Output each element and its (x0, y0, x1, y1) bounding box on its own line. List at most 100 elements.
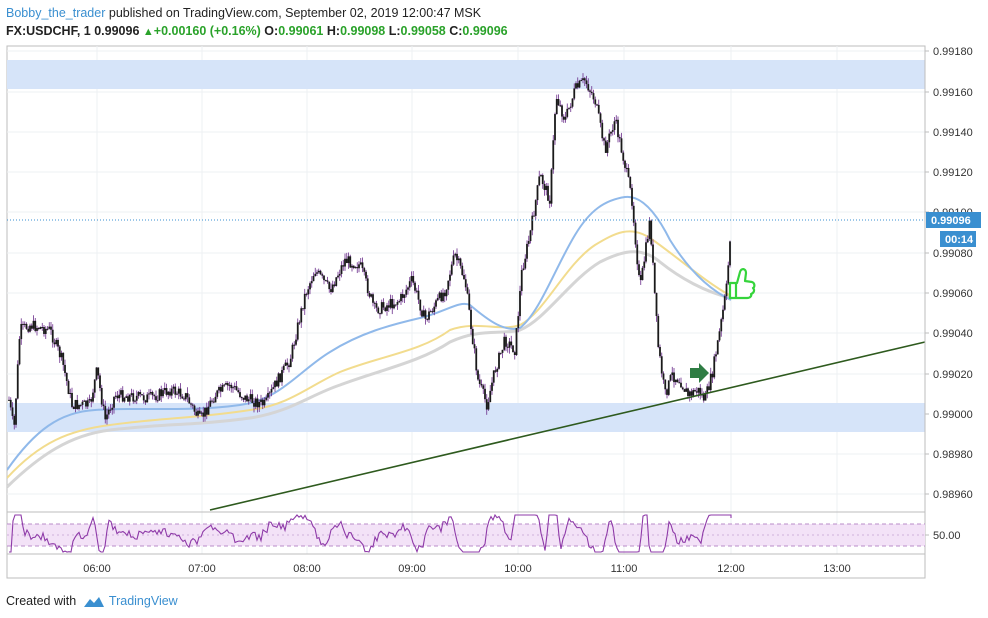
candle-body (205, 407, 208, 415)
candle-body (576, 83, 579, 88)
candle-body (121, 390, 124, 402)
candle-body (659, 347, 661, 357)
candle-body (363, 268, 366, 272)
candle-body (71, 392, 73, 407)
candle-body (433, 306, 436, 312)
candle-body (225, 383, 227, 385)
candle-body (316, 272, 318, 274)
time-axis[interactable]: 06:00 07:00 08:00 09:00 10:00 11:00 12:0… (83, 563, 851, 575)
candle-body (554, 114, 556, 141)
candle-body (265, 397, 268, 400)
candle-body (368, 293, 371, 297)
candle-body (487, 402, 490, 410)
candle-body (167, 391, 170, 395)
candle-body (517, 316, 520, 329)
candle-body (137, 392, 140, 396)
time-tick: 06:00 (83, 563, 111, 575)
candle-body (163, 388, 166, 391)
low-value: 0.99058 (400, 24, 446, 38)
candle-body (501, 349, 504, 353)
candle-body (450, 264, 453, 275)
candle-body (674, 379, 677, 383)
candle-body (447, 280, 450, 290)
candle-body (634, 222, 637, 245)
candle-body (34, 320, 37, 331)
candle-body (580, 80, 583, 82)
candle-body (102, 404, 105, 407)
candle-body (393, 304, 395, 309)
ascending-trendline[interactable] (209, 341, 926, 511)
candle-body (58, 346, 61, 358)
candle-body (505, 336, 507, 347)
candle-body (239, 392, 241, 398)
candle-body (727, 265, 730, 284)
candle-body (564, 116, 567, 120)
candle-body (195, 411, 198, 416)
candle-body (370, 294, 373, 297)
price-tick: 0.99160 (933, 87, 973, 99)
candle-body (337, 275, 339, 278)
candle-body (482, 385, 485, 389)
candle-body (149, 392, 152, 394)
candle-body (20, 323, 23, 340)
close-label: C: (449, 24, 463, 38)
candle-body (216, 390, 219, 397)
candle-body (307, 289, 310, 295)
candle-body (130, 393, 133, 395)
candle-body (13, 415, 16, 425)
author-link[interactable]: Bobby_the_trader (6, 6, 106, 20)
candle-body (522, 268, 525, 270)
change-value: +0.00160 (+0.16%) (153, 24, 261, 38)
candle-body (508, 341, 511, 348)
candle-body (358, 264, 360, 269)
candle-body (158, 389, 161, 401)
candle-body (146, 394, 149, 403)
candle-body (296, 322, 299, 340)
candle-body (97, 367, 100, 376)
candle-body (134, 400, 136, 402)
candle-body (270, 388, 273, 393)
candle-body (463, 274, 465, 280)
candle-body (650, 220, 653, 245)
candle-body (452, 255, 455, 265)
candle-body (424, 310, 427, 319)
candle-body (342, 265, 345, 267)
green-arrow-icon[interactable] (690, 363, 709, 383)
price-axis[interactable]: 0.99180 0.99160 0.99140 0.99120 0.99100 … (925, 46, 973, 501)
candle-body (715, 354, 717, 357)
candle-body (148, 393, 150, 395)
tradingview-link[interactable]: TradingView (108, 594, 178, 608)
candle-body (314, 273, 317, 276)
candle-body (172, 386, 175, 389)
candle-body (506, 346, 509, 348)
candle-body (90, 399, 93, 402)
candle-body (638, 264, 640, 276)
candle-body (188, 397, 191, 404)
candle-body (597, 104, 600, 114)
candle-body (274, 380, 276, 388)
candle-body (153, 395, 156, 397)
resistance-zone[interactable] (7, 60, 925, 89)
candle-body (333, 284, 336, 286)
price-tick: 0.99000 (933, 409, 973, 421)
thumbs-up-icon[interactable] (728, 268, 756, 300)
candle-body (645, 242, 647, 262)
candle-body (534, 200, 537, 216)
candle-body (356, 267, 359, 269)
candle-body (699, 387, 702, 396)
candle-body (545, 185, 548, 190)
candle-body (538, 176, 541, 186)
candle-body (67, 381, 70, 395)
rsi-line (9, 513, 732, 554)
candle-body (345, 258, 348, 264)
candle-body (230, 384, 233, 389)
candle-body (466, 287, 469, 294)
candle-body (485, 399, 488, 410)
candle-body (569, 106, 572, 108)
support-zone[interactable] (7, 403, 925, 432)
candle-body (232, 387, 234, 389)
candle-body (676, 379, 679, 383)
symbol-label[interactable]: FX:USDCHF, 1 (6, 24, 91, 38)
candle-body (128, 394, 131, 402)
